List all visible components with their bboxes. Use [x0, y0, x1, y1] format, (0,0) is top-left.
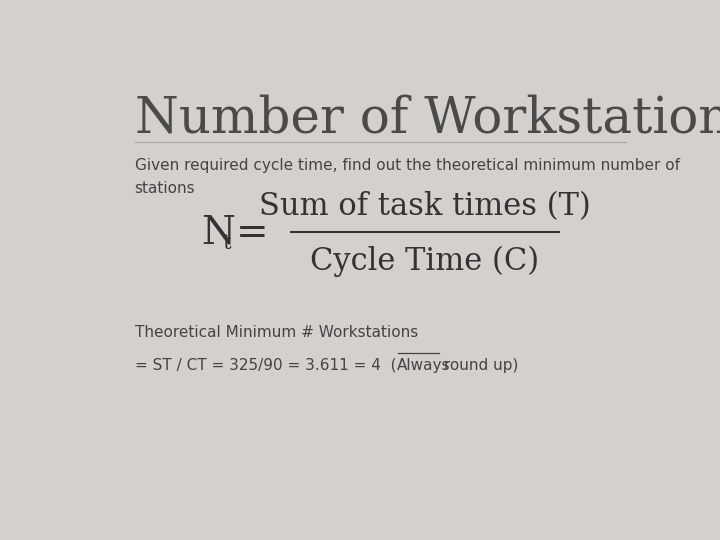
- Text: = ST / CT = 325/90 = 3.611 = 4  (: = ST / CT = 325/90 = 3.611 = 4 (: [135, 358, 396, 373]
- Text: Always: Always: [397, 358, 451, 373]
- Text: Given required cycle time, find out the theoretical minimum number of
stations: Given required cycle time, find out the …: [135, 158, 680, 195]
- Text: Cycle Time (C): Cycle Time (C): [310, 246, 539, 276]
- Text: Number of Workstations: Number of Workstations: [135, 94, 720, 143]
- Text: N: N: [202, 215, 235, 252]
- Text: t: t: [222, 234, 231, 253]
- Text: =: =: [236, 215, 269, 252]
- Text: Sum of task times (T): Sum of task times (T): [259, 191, 590, 222]
- Text: Theoretical Minimum # Workstations: Theoretical Minimum # Workstations: [135, 325, 418, 340]
- Text: round up): round up): [439, 358, 518, 373]
